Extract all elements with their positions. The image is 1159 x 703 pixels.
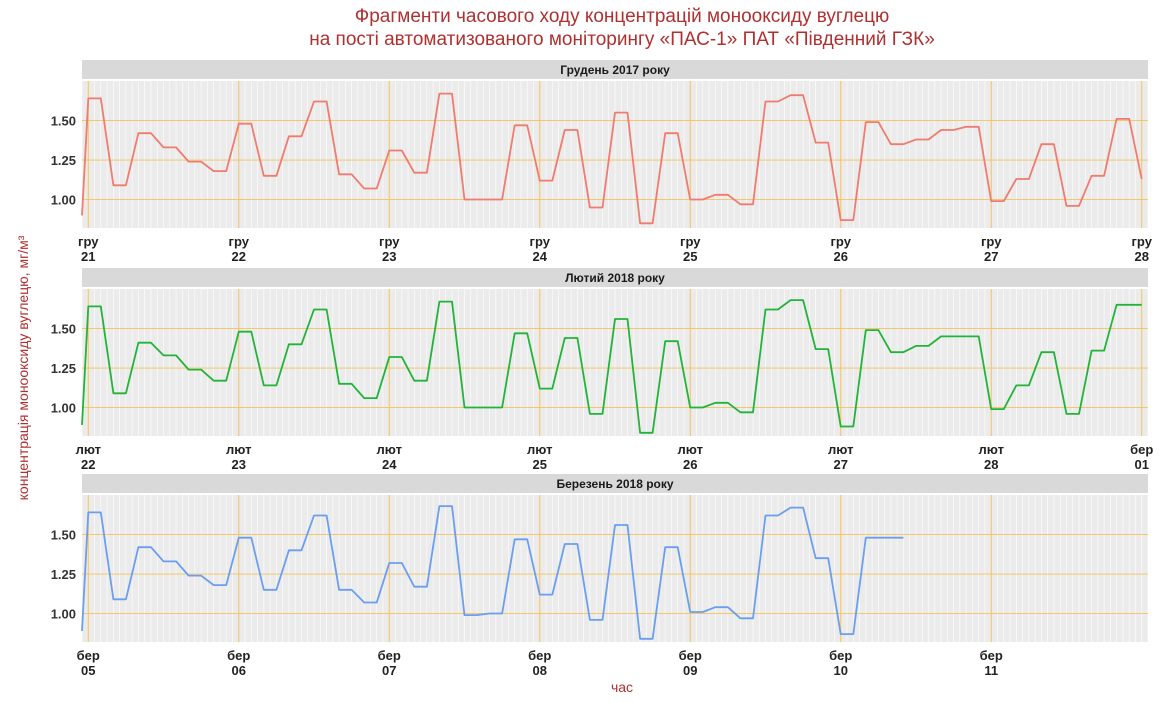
- facet-strip-label: Грудень 2017 року: [560, 63, 670, 77]
- x-tick-label: бер 09: [679, 648, 702, 678]
- x-tick-label: бер 06: [227, 648, 250, 678]
- y-tick-label: 1.00: [51, 193, 76, 208]
- y-tick-label: 1.50: [51, 322, 76, 337]
- facet-strip: [82, 474, 1148, 493]
- x-tick-label: лют 23: [226, 442, 251, 472]
- x-tick-label: лют 28: [979, 442, 1004, 472]
- x-tick-label: лют 27: [828, 442, 853, 472]
- x-tick-label: бер 01: [1130, 442, 1153, 472]
- y-tick-label: 1.25: [51, 153, 76, 168]
- x-tick-label: лют 22: [76, 442, 101, 472]
- facet-panels: Грудень 2017 року 1.00 1.25 1.50 гру 21 гру 22 г…: [51, 60, 1153, 678]
- x-tick-label: бер 05: [77, 648, 100, 678]
- y-axis-title: концентрація монооксиду вуглецю, мг/м³: [15, 235, 31, 500]
- chart-title-line1: Фрагменти часового ходу концентрацій мон…: [355, 6, 889, 27]
- y-tick-label: 1.50: [51, 528, 76, 543]
- series-line: [81, 299, 1142, 434]
- facet-panel-1: Грудень 2017 року 1.00 1.25 1.50 гру 21 гру 22 г…: [51, 60, 1153, 264]
- y-tick-label: 1.25: [51, 361, 76, 376]
- x-tick-label: бер 10: [829, 648, 852, 678]
- x-tick-label: лют 24: [377, 442, 402, 472]
- y-tick-label: 1.00: [51, 401, 76, 416]
- x-tick-label: гру 24: [530, 234, 551, 264]
- x-tick-label: бер 07: [378, 648, 401, 678]
- facet-strip-label: Лютий 2018 року: [565, 271, 665, 285]
- facet-strip: [82, 268, 1148, 287]
- x-tick-label: гру 23: [379, 234, 400, 264]
- x-axis-title: час: [611, 679, 633, 695]
- x-tick-label: гру 26: [831, 234, 852, 264]
- x-tick-label: бер 08: [528, 648, 551, 678]
- series-line: [81, 505, 904, 640]
- x-tick-label: гру 21: [78, 234, 99, 264]
- x-tick-label: гру 25: [680, 234, 701, 264]
- facet-strip-label: Березень 2018 року: [556, 477, 673, 491]
- facet-strip: [82, 60, 1148, 79]
- chart-title-line2: на пості автоматизованого моніторингу «П…: [309, 29, 935, 50]
- x-tick-label: гру 28: [1132, 234, 1153, 264]
- y-tick-label: 1.25: [51, 567, 76, 582]
- x-tick-label: гру 22: [229, 234, 250, 264]
- x-tick-label: лют 26: [678, 442, 703, 472]
- y-tick-label: 1.00: [51, 607, 76, 622]
- x-tick-label: лют 25: [527, 442, 552, 472]
- facet-panel-2: Лютий 2018 року 1.00 1.25 1.50 лют 22 лют 23 лют…: [51, 268, 1153, 472]
- facet-panel-3: Березень 2018 року 1.00 1.25 1.50 бер 05 бер 06…: [51, 474, 1149, 678]
- x-tick-label: гру 27: [981, 234, 1002, 264]
- y-tick-label: 1.50: [51, 114, 76, 129]
- series-line: [81, 92, 1143, 225]
- x-tick-label: бер 11: [980, 648, 1003, 678]
